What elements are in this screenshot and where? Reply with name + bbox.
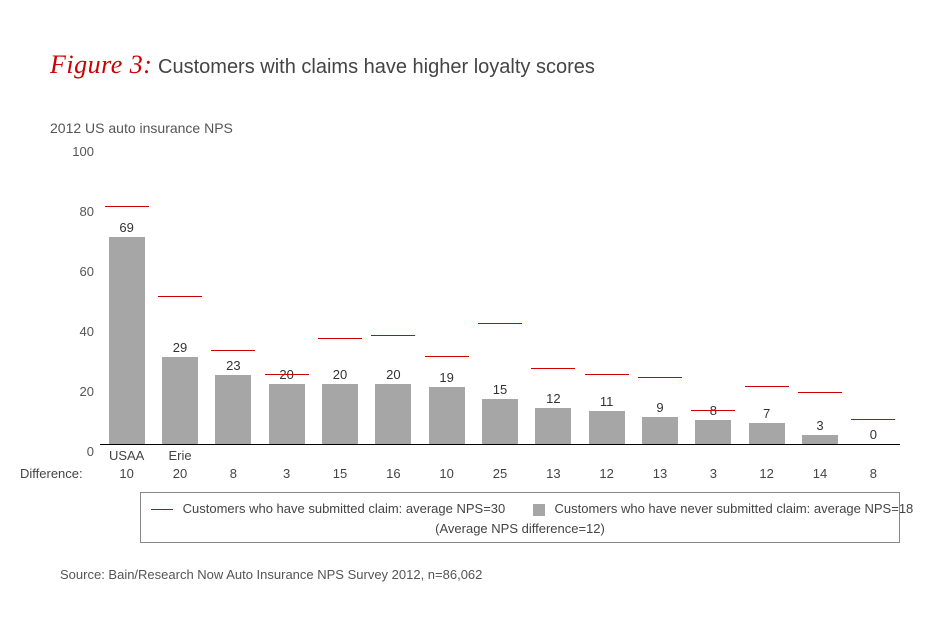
- claim-marker: [638, 377, 682, 378]
- bar: [749, 423, 785, 444]
- bar: [535, 408, 571, 444]
- difference-row-label: Difference:: [20, 466, 83, 481]
- bar: [642, 417, 678, 444]
- claim-marker: [318, 338, 362, 339]
- claim-marker: [158, 296, 202, 297]
- bar-value-label: 3: [802, 418, 838, 433]
- difference-value: 13: [535, 466, 571, 481]
- claim-marker: [265, 374, 309, 375]
- claim-marker: [531, 368, 575, 369]
- difference-value: 13: [642, 466, 678, 481]
- bar-value-label: 20: [375, 367, 411, 382]
- bar: [269, 384, 305, 444]
- category-label: USAA: [97, 444, 157, 463]
- claim-marker: [851, 419, 895, 420]
- difference-row: 10 20 8 3 15 16 10 25 13 12 13 3 12 14 8: [100, 466, 900, 486]
- difference-value: 15: [322, 466, 358, 481]
- claim-marker: [105, 206, 149, 207]
- difference-value: 12: [749, 466, 785, 481]
- difference-value: 12: [589, 466, 625, 481]
- claim-marker: [798, 392, 842, 393]
- difference-value: 14: [802, 466, 838, 481]
- bar-value-label: 15: [482, 382, 518, 397]
- bar: [162, 357, 198, 444]
- plot-area: 69USAA29Erie232020201915121198730: [100, 144, 900, 445]
- legend: Customers who have submitted claim: aver…: [140, 492, 900, 543]
- figure-title: Customers with claims have higher loyalt…: [158, 56, 595, 78]
- difference-value: 20: [162, 466, 198, 481]
- legend-marker-swatch: [151, 509, 173, 510]
- difference-value: 25: [482, 466, 518, 481]
- figure-title-line: Figure 3: Customers with claims have hig…: [50, 50, 900, 80]
- bar-value-label: 69: [109, 220, 145, 235]
- difference-value: 3: [695, 466, 731, 481]
- bar-value-label: 12: [535, 391, 571, 406]
- difference-value: 10: [429, 466, 465, 481]
- legend-claim-text: Customers who have submitted claim: aver…: [183, 501, 506, 516]
- source-line: Source: Bain/Research Now Auto Insurance…: [60, 567, 900, 582]
- claim-marker: [745, 386, 789, 387]
- claim-marker: [425, 356, 469, 357]
- bar-value-label: 23: [215, 358, 251, 373]
- chart: 020406080100 69USAA29Erie232020201915121…: [60, 144, 900, 474]
- difference-value: 10: [109, 466, 145, 481]
- legend-noclaim-text: Customers who have never submitted claim…: [555, 501, 914, 516]
- bar: [802, 435, 838, 444]
- bar-value-label: 9: [642, 400, 678, 415]
- claim-marker: [211, 350, 255, 351]
- bar-value-label: 11: [589, 394, 625, 409]
- bar: [482, 399, 518, 444]
- bar: [589, 411, 625, 444]
- category-label: Erie: [150, 444, 210, 463]
- claim-marker: [478, 323, 522, 324]
- claim-marker: [585, 374, 629, 375]
- legend-avg-diff: (Average NPS difference=12): [151, 519, 889, 539]
- figure-container: Figure 3: Customers with claims have hig…: [0, 0, 950, 644]
- bar: [375, 384, 411, 444]
- bar: [695, 420, 731, 444]
- bar-value-label: 19: [429, 370, 465, 385]
- legend-bar-swatch: [533, 504, 545, 516]
- bar-value-label: 0: [855, 427, 891, 442]
- difference-value: 8: [855, 466, 891, 481]
- bar-value-label: 7: [749, 406, 785, 421]
- bar: [109, 237, 145, 444]
- claim-marker: [691, 410, 735, 411]
- difference-value: 16: [375, 466, 411, 481]
- bar: [322, 384, 358, 444]
- figure-label: Figure 3:: [50, 50, 152, 79]
- claim-marker: [371, 335, 415, 336]
- bar-value-label: 20: [322, 367, 358, 382]
- difference-value: 3: [269, 466, 305, 481]
- chart-subtitle: 2012 US auto insurance NPS: [50, 120, 900, 136]
- bar: [429, 387, 465, 444]
- difference-value: 8: [215, 466, 251, 481]
- y-axis: 020406080100: [60, 144, 100, 444]
- bar-value-label: 29: [162, 340, 198, 355]
- bar: [215, 375, 251, 444]
